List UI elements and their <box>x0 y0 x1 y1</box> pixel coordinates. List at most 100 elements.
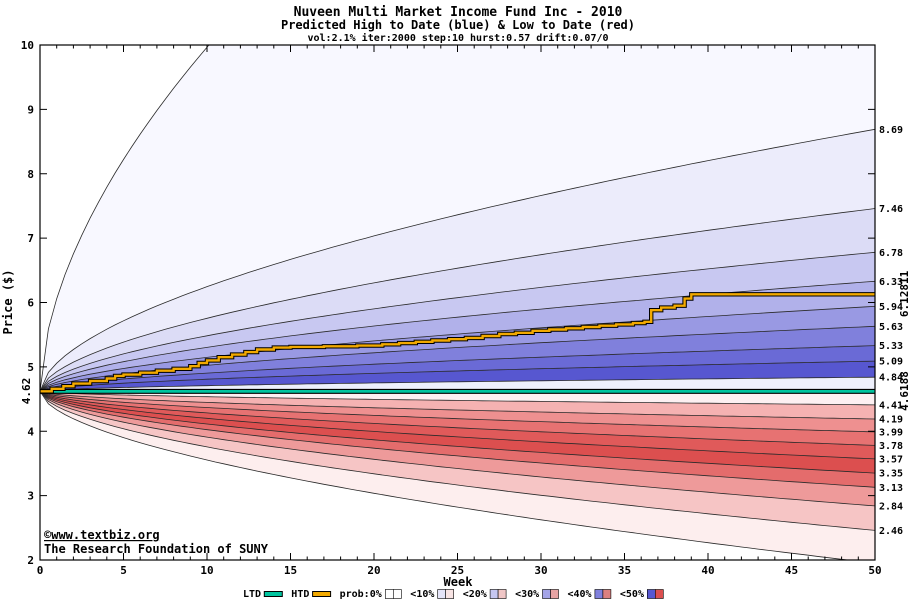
prob-band-lower <box>40 391 875 560</box>
legend-swatch-red <box>550 589 559 599</box>
prob-band-lower <box>40 391 875 419</box>
y-axis-title: Price ($) <box>1 269 15 334</box>
band-value-label: 7.46 <box>879 204 903 215</box>
x-tick-label: 35 <box>618 564 631 577</box>
x-tick-label: 15 <box>284 564 297 577</box>
prob-band-upper <box>40 361 875 392</box>
band-value-label: 5.09 <box>879 357 903 368</box>
ltd-final-label: 4.6188 <box>898 371 911 411</box>
legend-label: <30% <box>515 589 539 600</box>
prob-band-lower <box>40 391 875 474</box>
legend-swatch-blue <box>646 589 656 599</box>
watermark-url-link[interactable]: ©www.textbiz.org <box>44 528 160 542</box>
htd-line <box>40 293 875 393</box>
band-value-label: 4.41 <box>879 400 903 411</box>
legend-label: <10% <box>410 589 434 600</box>
right-value-labels: 8.69 7.46 6.78 6.33 5.94 5.63 5.33 5.09 4.84 4.41… <box>879 125 903 537</box>
y-tick-label: 4 <box>27 425 34 438</box>
band-value-label: 6.33 <box>879 277 903 288</box>
x-tick-label: 50 <box>868 564 881 577</box>
y-tick-label: 8 <box>27 168 34 181</box>
legend-swatch-red <box>392 589 402 599</box>
prob-band-lower <box>40 391 875 405</box>
prob-band-lower <box>40 391 875 506</box>
prob-band-upper <box>40 129 875 392</box>
band-value-label: 3.13 <box>879 483 903 494</box>
band-value-label: 3.78 <box>879 441 903 452</box>
band-boundary <box>40 391 875 507</box>
y-tick-label: 2 <box>27 554 34 567</box>
band-value-label: 2.84 <box>879 501 903 512</box>
legend-swatch-blue <box>542 589 551 599</box>
legend-label: <20% <box>463 589 487 600</box>
band-value-label: 8.69 <box>879 125 903 136</box>
x-tick-label: 5 <box>120 564 127 577</box>
legend-label: LTD <box>243 589 261 600</box>
band-value-label: 3.99 <box>879 427 903 438</box>
band-boundary <box>40 390 875 406</box>
y-tick-label: 3 <box>27 490 34 503</box>
legend-swatch-blue <box>437 589 447 599</box>
prob-band-upper <box>40 377 875 392</box>
watermark-org: The Research Foundation of SUNY <box>44 542 269 556</box>
band-boundary <box>40 390 875 420</box>
band-value-label: 4.84 <box>879 373 903 384</box>
band-boundary <box>40 390 875 446</box>
prob-band-upper <box>40 252 875 392</box>
legend: LTD HTD prob:0% <10% <20% <30% <40% <50% <box>243 589 664 600</box>
band-value-label: 6.78 <box>879 248 903 259</box>
prob-band-lower <box>40 391 875 488</box>
band-boundary <box>40 391 851 560</box>
legend-label: <50% <box>620 589 644 600</box>
prob-band-lower <box>40 391 875 446</box>
band-boundaries <box>40 45 875 560</box>
band-boundary <box>40 390 875 488</box>
prob-band-lower <box>40 391 875 531</box>
chart-title: Nuveen Multi Market Income Fund Inc - 20… <box>294 5 623 20</box>
start-price-label: 4.62 <box>20 378 33 405</box>
y-tick-label: 9 <box>27 103 34 116</box>
chart-params: vol:2.1% iter:2000 step:10 hurst:0.57 dr… <box>307 32 608 44</box>
legend-label: <40% <box>568 589 592 600</box>
band-boundary <box>40 45 210 392</box>
y-tick-label: 6 <box>27 297 34 310</box>
legend-swatch-red <box>654 589 664 599</box>
band-value-label: 5.94 <box>879 302 903 313</box>
chart-subtitle: Predicted High to Date (blue) & Low to D… <box>281 18 635 32</box>
legend-label: prob:0% <box>340 589 382 600</box>
legend-label: HTD <box>291 589 309 600</box>
x-axis-title: Week <box>444 575 474 589</box>
prob-band-upper <box>40 345 875 392</box>
x-tick-label: 30 <box>534 564 547 577</box>
x-tick-label: 45 <box>785 564 798 577</box>
legend-swatch-red <box>602 589 612 599</box>
prob-band-upper <box>40 208 875 392</box>
prob-band-upper <box>40 306 875 392</box>
band-boundary <box>40 306 875 392</box>
legend-swatch-ltd <box>263 591 283 597</box>
prob-band-upper <box>40 326 875 392</box>
band-boundary <box>40 391 875 531</box>
band-value-label: 5.63 <box>879 322 903 333</box>
x-tick-label: 20 <box>367 564 380 577</box>
band-boundary <box>40 345 875 392</box>
band-boundary <box>40 390 875 474</box>
legend-swatch-blue <box>384 589 394 599</box>
prob-band-upper <box>40 45 875 392</box>
y-tick-label: 7 <box>27 232 34 245</box>
prob-band-lower <box>40 391 875 432</box>
series-lines <box>40 292 875 394</box>
legend-swatch-blue <box>489 589 499 599</box>
band-boundary <box>40 208 875 392</box>
band-value-label: 5.33 <box>879 341 903 352</box>
x-tick-label: 25 <box>451 564 464 577</box>
y-tick-label: 10 <box>21 39 34 52</box>
band-boundary <box>40 128 875 392</box>
band-value-label: 2.46 <box>879 526 903 537</box>
y-tick-label: 5 <box>27 361 34 374</box>
band-value-label: 3.57 <box>879 454 903 465</box>
x-tick-label: 0 <box>37 564 44 577</box>
